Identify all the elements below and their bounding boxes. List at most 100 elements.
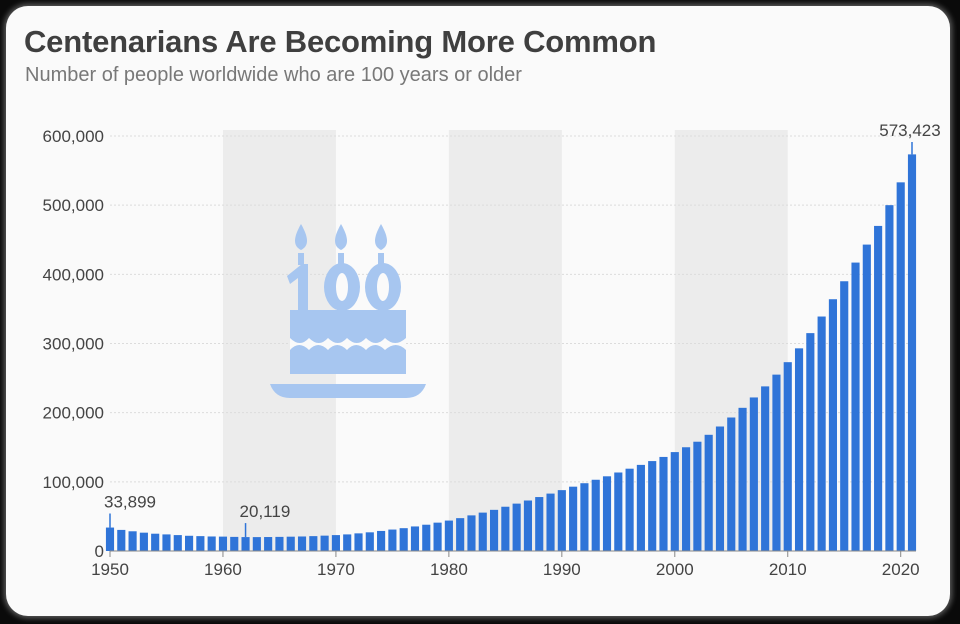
bar — [648, 461, 657, 551]
bar — [444, 520, 453, 551]
bar — [591, 479, 600, 551]
bar — [128, 531, 137, 551]
bar — [659, 456, 668, 551]
bar — [862, 244, 871, 551]
x-tick-label: 1950 — [91, 560, 129, 579]
candle-wick — [378, 253, 384, 265]
candle-wick — [338, 253, 344, 265]
y-tick-label: 0 — [95, 542, 104, 561]
bar — [365, 532, 374, 551]
annotations: 33,899 20,119 573,423 — [104, 121, 941, 538]
x-tick-label: 1980 — [430, 560, 468, 579]
bar — [523, 500, 533, 551]
bar — [264, 537, 273, 551]
y-tick-label: 400,000 — [43, 265, 104, 284]
x-tick-label: 2010 — [769, 560, 807, 579]
bar — [851, 262, 860, 551]
x-tick-label: 1990 — [543, 560, 581, 579]
bar — [738, 407, 747, 551]
bar — [682, 447, 691, 551]
bar — [828, 299, 837, 551]
bar — [241, 537, 250, 551]
bar — [840, 281, 849, 551]
bar — [162, 534, 171, 551]
x-tick-label: 2020 — [882, 560, 920, 579]
digit-0-hole — [336, 273, 348, 301]
bar — [512, 503, 521, 551]
bar — [196, 536, 205, 551]
bar — [230, 536, 239, 551]
bar — [433, 522, 442, 551]
bar — [614, 472, 623, 551]
bar — [309, 536, 318, 551]
bar — [783, 362, 792, 551]
bar — [456, 518, 465, 551]
bar — [874, 225, 883, 551]
bar — [117, 529, 126, 551]
y-axis: 0 100,000 200,000 300,000 400,000 500,000 600,… — [43, 127, 104, 561]
bar — [907, 154, 917, 551]
candle-wick — [298, 253, 304, 265]
candle-flame — [335, 224, 347, 250]
x-tick-label: 1960 — [204, 560, 242, 579]
bar — [105, 527, 115, 551]
y-tick-label: 600,000 — [43, 127, 104, 146]
chart-subtitle: Number of people worldwide who are 100 y… — [25, 64, 522, 86]
digit-1 — [287, 264, 308, 310]
bar — [320, 535, 329, 551]
bar — [636, 464, 645, 551]
candle-flame — [375, 224, 387, 250]
bar — [772, 374, 781, 551]
bar — [896, 182, 905, 551]
chart-title: Centenarians Are Becoming More Common — [24, 24, 657, 59]
bar — [410, 526, 420, 551]
bar — [580, 483, 589, 551]
bar — [377, 530, 386, 551]
bar — [625, 468, 634, 551]
bar — [185, 535, 194, 551]
bar — [388, 529, 397, 551]
bar — [546, 493, 555, 551]
bar — [151, 533, 160, 551]
birthday-cake-100-icon — [270, 224, 426, 398]
x-tick-label: 1970 — [317, 560, 355, 579]
bar — [275, 536, 284, 551]
bar — [817, 316, 826, 551]
x-tick-label: 2000 — [656, 560, 694, 579]
cake-plate — [270, 384, 426, 398]
bars — [105, 154, 917, 552]
bar — [569, 486, 578, 551]
bar — [139, 532, 148, 551]
bar — [297, 536, 307, 551]
bar — [693, 441, 702, 551]
annotation-label: 33,899 — [104, 493, 156, 512]
bar — [715, 426, 725, 551]
bar — [331, 535, 340, 551]
bar — [670, 452, 679, 551]
bar — [467, 515, 476, 551]
annotation-label: 573,423 — [879, 121, 940, 140]
candle-flame — [295, 224, 307, 250]
frosting-wave — [290, 338, 406, 350]
bar — [478, 512, 487, 551]
bar — [806, 333, 815, 551]
bar — [354, 533, 363, 551]
y-tick-label: 200,000 — [43, 404, 104, 423]
bar — [885, 205, 894, 551]
chart-card: Centenarians Are Becoming More Common Nu… — [6, 6, 950, 616]
bar — [761, 386, 770, 551]
bar — [602, 476, 612, 551]
bar — [749, 397, 758, 551]
bar — [252, 537, 261, 551]
bar — [794, 348, 804, 551]
bar — [489, 509, 499, 551]
bar — [557, 490, 566, 551]
bar — [727, 417, 736, 551]
y-tick-label: 300,000 — [43, 335, 104, 354]
x-axis: 1950 1960 1970 1980 1990 2000 2010 2020 — [91, 551, 920, 579]
bar — [704, 434, 713, 551]
y-tick-label: 100,000 — [43, 473, 104, 492]
bar — [422, 524, 431, 551]
decade-band — [448, 130, 562, 551]
bar — [343, 534, 352, 551]
